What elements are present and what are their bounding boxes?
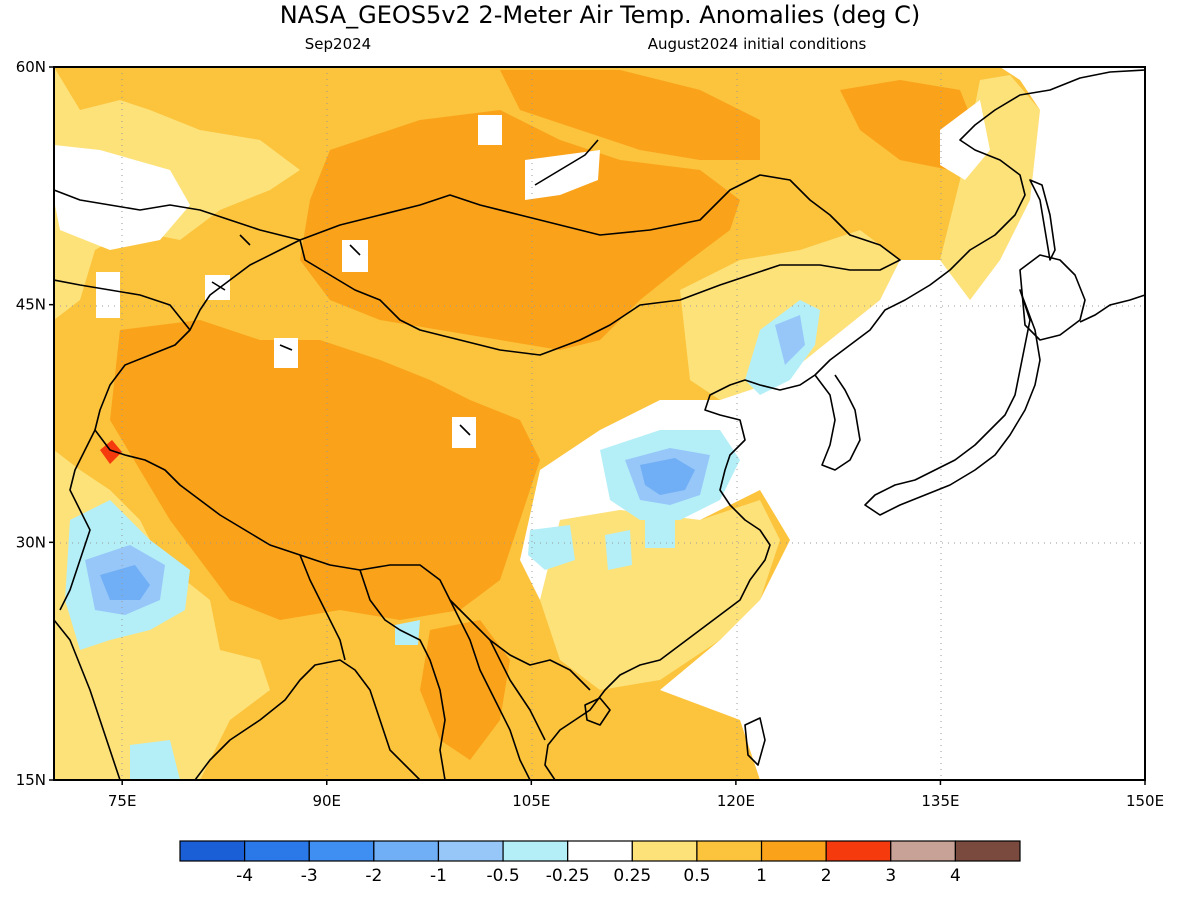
border-mongolia bbox=[299, 174, 901, 356]
lon-tick-label: 105E bbox=[512, 792, 550, 810]
strong-negative-anomaly-regions bbox=[100, 458, 695, 600]
border-china-west bbox=[94, 239, 591, 691]
initial-conditions: August2024 initial conditions bbox=[648, 35, 867, 53]
colorbar-label: 0.5 bbox=[683, 866, 710, 886]
longitude-axis: 75E 90E 105E 120E 135E 150E bbox=[108, 780, 1164, 810]
colorbar-swatch bbox=[502, 840, 569, 862]
anomaly-field bbox=[54, 67, 1145, 780]
coastlines-and-borders bbox=[54, 69, 1145, 780]
colorbar-label: -2 bbox=[365, 866, 382, 886]
colorbar-label: -4 bbox=[236, 866, 253, 886]
coastline-south-asia bbox=[54, 619, 421, 780]
coastline-hainan bbox=[584, 697, 611, 726]
moderate-positive-anomaly-regions bbox=[110, 70, 1080, 760]
colorbar-swatch bbox=[567, 840, 633, 862]
colorbar-label: -3 bbox=[301, 866, 318, 886]
lakes-and-rivers bbox=[211, 139, 599, 436]
border-india bbox=[59, 429, 446, 780]
colorbar-label: -1 bbox=[430, 866, 447, 886]
map-title: NASA_GEOS5v2 2-Meter Air Temp. Anomalies… bbox=[280, 1, 921, 29]
latitude-axis: 60N 45N 30N 15N bbox=[16, 58, 54, 789]
colorbar-swatch bbox=[696, 840, 763, 862]
coastline-sakhalin bbox=[1029, 179, 1056, 261]
colorbar-swatch bbox=[244, 840, 310, 862]
colorbar-swatch bbox=[890, 840, 956, 862]
forecast-month: Sep2024 bbox=[305, 35, 371, 53]
lon-tick-label: 135E bbox=[921, 792, 959, 810]
graticule bbox=[54, 67, 1145, 780]
colorbar-swatch bbox=[825, 840, 892, 862]
lat-tick-label: 45N bbox=[16, 296, 46, 314]
map-frame bbox=[53, 66, 1146, 781]
coastline-east-asia bbox=[544, 69, 1145, 780]
colorbar-swatch bbox=[954, 840, 1021, 862]
lat-tick-label: 60N bbox=[16, 58, 46, 76]
colorbar-swatch bbox=[760, 840, 827, 862]
colorbar-label: -0.5 bbox=[486, 866, 519, 886]
border-kazakhstan bbox=[54, 189, 301, 331]
lon-tick-label: 75E bbox=[108, 792, 137, 810]
coastline-taiwan bbox=[744, 717, 766, 766]
colorbar-swatch bbox=[373, 840, 440, 862]
colorbar: -4 -3 -2 -1 -0.5 -0.25 0.25 0.5 1 2 3 4 bbox=[179, 840, 1021, 886]
coastline-korea bbox=[814, 374, 861, 471]
coastline-russia-far-east bbox=[1079, 294, 1145, 323]
lat-tick-label: 30N bbox=[16, 533, 46, 551]
colorbar-label: 1 bbox=[756, 866, 767, 886]
colorbar-label: -0.25 bbox=[546, 866, 590, 886]
colorbar-swatch bbox=[631, 840, 698, 862]
near-normal-regions bbox=[54, 67, 1145, 780]
border-southeast-asia bbox=[449, 599, 546, 780]
lon-tick-label: 120E bbox=[717, 792, 755, 810]
colorbar-swatch bbox=[179, 840, 246, 862]
lon-tick-label: 90E bbox=[312, 792, 341, 810]
colorbar-swatch bbox=[437, 840, 504, 862]
coastline-japan-honshu bbox=[864, 289, 1041, 516]
colorbar-label: 0.25 bbox=[613, 866, 651, 886]
extreme-anomaly-spot bbox=[100, 440, 122, 464]
lon-tick-label: 150E bbox=[1126, 792, 1164, 810]
colorbar-label: 2 bbox=[821, 866, 832, 886]
colorbar-swatch bbox=[308, 840, 375, 862]
colorbar-label: 3 bbox=[885, 866, 896, 886]
colorbar-label: 4 bbox=[950, 866, 961, 886]
lat-tick-label: 15N bbox=[16, 771, 46, 789]
